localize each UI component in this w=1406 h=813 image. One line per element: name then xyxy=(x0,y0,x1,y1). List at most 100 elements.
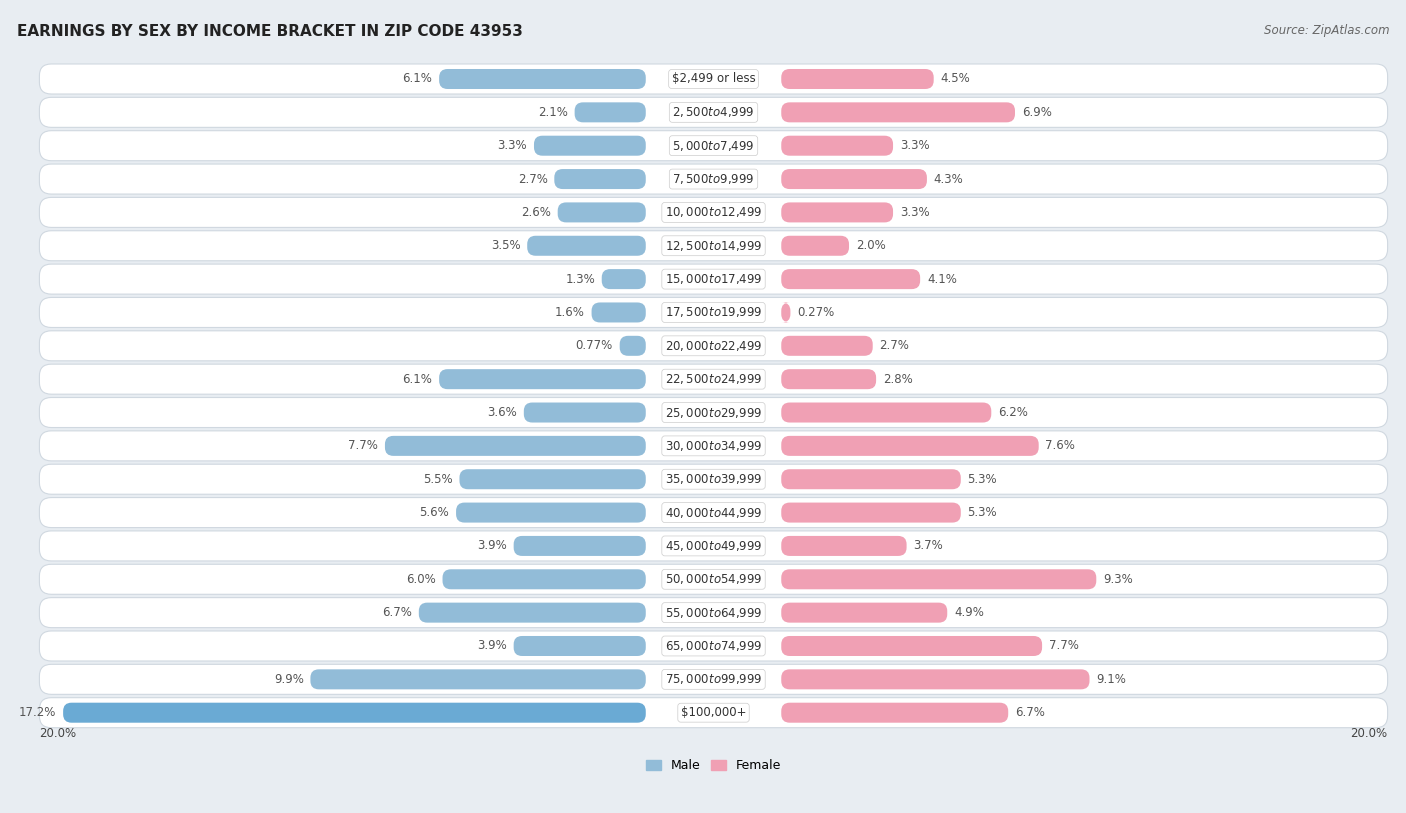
Text: 20.0%: 20.0% xyxy=(39,727,76,740)
FancyBboxPatch shape xyxy=(782,636,1042,656)
FancyBboxPatch shape xyxy=(782,336,873,356)
FancyBboxPatch shape xyxy=(782,702,1008,723)
FancyBboxPatch shape xyxy=(782,69,934,89)
Text: $17,500 to $19,999: $17,500 to $19,999 xyxy=(665,306,762,320)
Text: 5.3%: 5.3% xyxy=(967,506,997,519)
FancyBboxPatch shape xyxy=(39,431,1388,461)
FancyBboxPatch shape xyxy=(311,669,645,689)
Text: 6.1%: 6.1% xyxy=(402,72,433,85)
Legend: Male, Female: Male, Female xyxy=(641,754,786,777)
FancyBboxPatch shape xyxy=(39,231,1388,261)
FancyBboxPatch shape xyxy=(63,702,645,723)
FancyBboxPatch shape xyxy=(419,602,645,623)
Text: 6.2%: 6.2% xyxy=(998,406,1028,419)
Text: 3.9%: 3.9% xyxy=(477,640,508,653)
FancyBboxPatch shape xyxy=(39,298,1388,328)
Text: 2.8%: 2.8% xyxy=(883,372,912,385)
FancyBboxPatch shape xyxy=(620,336,645,356)
Text: 9.9%: 9.9% xyxy=(274,673,304,686)
Text: 9.1%: 9.1% xyxy=(1097,673,1126,686)
Text: 3.6%: 3.6% xyxy=(488,406,517,419)
Text: $12,500 to $14,999: $12,500 to $14,999 xyxy=(665,239,762,253)
FancyBboxPatch shape xyxy=(385,436,645,456)
FancyBboxPatch shape xyxy=(39,498,1388,528)
Text: 7.7%: 7.7% xyxy=(349,439,378,452)
FancyBboxPatch shape xyxy=(513,536,645,556)
Text: 7.6%: 7.6% xyxy=(1046,439,1076,452)
Text: $20,000 to $22,499: $20,000 to $22,499 xyxy=(665,339,762,353)
Text: 6.9%: 6.9% xyxy=(1022,106,1052,119)
Text: 0.27%: 0.27% xyxy=(797,306,834,319)
FancyBboxPatch shape xyxy=(439,69,645,89)
Text: 2.1%: 2.1% xyxy=(538,106,568,119)
Text: $15,000 to $17,499: $15,000 to $17,499 xyxy=(665,272,762,286)
Text: Source: ZipAtlas.com: Source: ZipAtlas.com xyxy=(1264,24,1389,37)
Text: $30,000 to $34,999: $30,000 to $34,999 xyxy=(665,439,762,453)
Text: $100,000+: $100,000+ xyxy=(681,706,747,720)
FancyBboxPatch shape xyxy=(439,369,645,389)
Text: 5.3%: 5.3% xyxy=(967,472,997,485)
Text: $7,500 to $9,999: $7,500 to $9,999 xyxy=(672,172,755,186)
FancyBboxPatch shape xyxy=(782,136,893,156)
FancyBboxPatch shape xyxy=(39,264,1388,294)
FancyBboxPatch shape xyxy=(782,602,948,623)
FancyBboxPatch shape xyxy=(782,469,960,489)
Text: 4.9%: 4.9% xyxy=(955,606,984,620)
FancyBboxPatch shape xyxy=(782,536,907,556)
FancyBboxPatch shape xyxy=(782,169,927,189)
Text: $40,000 to $44,999: $40,000 to $44,999 xyxy=(665,506,762,520)
Text: $75,000 to $99,999: $75,000 to $99,999 xyxy=(665,672,762,686)
FancyBboxPatch shape xyxy=(39,331,1388,361)
FancyBboxPatch shape xyxy=(602,269,645,289)
FancyBboxPatch shape xyxy=(39,131,1388,161)
FancyBboxPatch shape xyxy=(782,569,1097,589)
Text: $22,500 to $24,999: $22,500 to $24,999 xyxy=(665,372,762,386)
Text: 2.0%: 2.0% xyxy=(856,239,886,252)
Text: 6.7%: 6.7% xyxy=(382,606,412,620)
Text: 20.0%: 20.0% xyxy=(1351,727,1388,740)
Text: 3.9%: 3.9% xyxy=(477,540,508,552)
Text: $55,000 to $64,999: $55,000 to $64,999 xyxy=(665,606,762,620)
Text: $35,000 to $39,999: $35,000 to $39,999 xyxy=(665,472,762,486)
Text: 3.5%: 3.5% xyxy=(491,239,520,252)
Text: $25,000 to $29,999: $25,000 to $29,999 xyxy=(665,406,762,420)
Text: 3.3%: 3.3% xyxy=(900,206,929,219)
FancyBboxPatch shape xyxy=(443,569,645,589)
FancyBboxPatch shape xyxy=(782,202,893,223)
FancyBboxPatch shape xyxy=(534,136,645,156)
Text: 6.1%: 6.1% xyxy=(402,372,433,385)
FancyBboxPatch shape xyxy=(782,236,849,256)
FancyBboxPatch shape xyxy=(524,402,645,423)
FancyBboxPatch shape xyxy=(39,531,1388,561)
FancyBboxPatch shape xyxy=(513,636,645,656)
Text: 3.7%: 3.7% xyxy=(914,540,943,552)
Text: 3.3%: 3.3% xyxy=(900,139,929,152)
FancyBboxPatch shape xyxy=(39,364,1388,394)
FancyBboxPatch shape xyxy=(782,502,960,523)
FancyBboxPatch shape xyxy=(39,98,1388,128)
Text: $45,000 to $49,999: $45,000 to $49,999 xyxy=(665,539,762,553)
FancyBboxPatch shape xyxy=(782,369,876,389)
Text: $50,000 to $54,999: $50,000 to $54,999 xyxy=(665,572,762,586)
FancyBboxPatch shape xyxy=(527,236,645,256)
FancyBboxPatch shape xyxy=(39,631,1388,661)
FancyBboxPatch shape xyxy=(39,164,1388,194)
Text: 0.77%: 0.77% xyxy=(575,339,613,352)
Text: 9.3%: 9.3% xyxy=(1104,573,1133,586)
Text: 2.7%: 2.7% xyxy=(880,339,910,352)
FancyBboxPatch shape xyxy=(39,564,1388,594)
FancyBboxPatch shape xyxy=(39,664,1388,694)
FancyBboxPatch shape xyxy=(39,198,1388,228)
Text: 1.6%: 1.6% xyxy=(555,306,585,319)
Text: 17.2%: 17.2% xyxy=(18,706,56,720)
FancyBboxPatch shape xyxy=(460,469,645,489)
Text: 1.3%: 1.3% xyxy=(565,272,595,285)
FancyBboxPatch shape xyxy=(782,669,1090,689)
FancyBboxPatch shape xyxy=(39,64,1388,94)
Text: 5.6%: 5.6% xyxy=(419,506,450,519)
FancyBboxPatch shape xyxy=(39,598,1388,628)
FancyBboxPatch shape xyxy=(575,102,645,122)
Text: $65,000 to $74,999: $65,000 to $74,999 xyxy=(665,639,762,653)
FancyBboxPatch shape xyxy=(782,402,991,423)
FancyBboxPatch shape xyxy=(558,202,645,223)
